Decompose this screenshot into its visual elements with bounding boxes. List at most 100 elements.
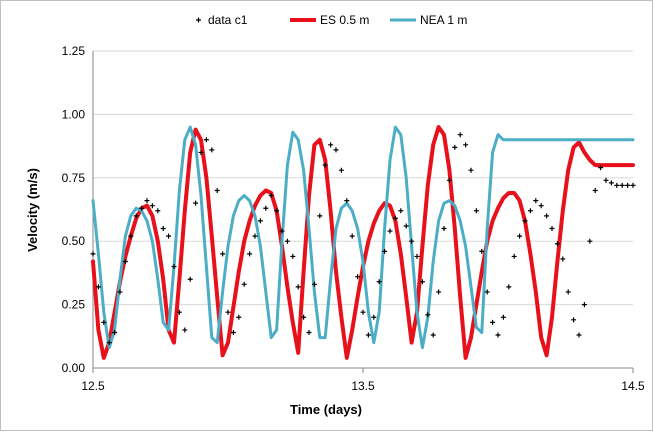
data-point-marker: [338, 167, 344, 173]
x-tick-label: 13.5: [351, 379, 375, 393]
data-point-marker: [392, 215, 398, 221]
x-axis-title: Time (days): [290, 402, 362, 417]
data-point-marker: [166, 233, 172, 239]
data-point-marker: [333, 147, 339, 153]
x-tick-label: 14.5: [621, 379, 645, 393]
data-point-marker: [511, 253, 517, 259]
data-point-marker: [473, 208, 479, 214]
data-point-marker: [479, 248, 485, 254]
data-point-marker: [409, 238, 415, 244]
data-point-marker: [581, 302, 587, 308]
data-point-marker: [554, 241, 560, 247]
data-point-marker: [414, 253, 420, 259]
legend-label-es-0-5-m: ES 0.5 m: [320, 13, 369, 27]
data-point-marker: [360, 309, 366, 315]
data-point-marker: [522, 218, 528, 224]
data-point-marker: [306, 329, 312, 335]
series-line-nea-1-m: [91, 125, 635, 350]
data-point-marker: [614, 182, 620, 188]
y-tick-label: 1.25: [62, 44, 86, 58]
data-point-marker: [328, 142, 334, 148]
data-point-marker: [533, 198, 539, 204]
data-point-marker: [263, 205, 269, 211]
legend-label-nea-1-m: NEA 1 m: [420, 13, 467, 27]
data-point-marker: [484, 289, 490, 295]
data-point-marker: [517, 233, 523, 239]
data-point-marker: [225, 309, 231, 315]
data-point-marker: [446, 177, 452, 183]
data-point-marker: [419, 279, 425, 285]
data-point-marker: [403, 223, 409, 229]
data-point-marker: [106, 340, 112, 346]
data-point-marker: [133, 213, 139, 219]
legend-marker-data-c1: [196, 17, 201, 23]
data-point-marker: [495, 332, 501, 338]
data-point-marker: [95, 284, 101, 290]
data-point-marker: [549, 226, 555, 232]
y-tick-label: 1.00: [62, 107, 86, 121]
data-point-marker: [193, 200, 199, 206]
data-point-marker: [371, 314, 377, 320]
data-point-marker: [236, 314, 242, 320]
data-point-marker: [322, 162, 328, 168]
data-point-marker: [598, 165, 604, 171]
data-point-marker: [90, 251, 96, 257]
data-point-marker: [538, 203, 544, 209]
data-point-marker: [295, 284, 301, 290]
data-point-marker: [241, 281, 247, 287]
data-point-marker: [139, 205, 145, 211]
data-point-marker: [209, 147, 215, 153]
data-point-marker: [500, 314, 506, 320]
series-markers-data-c1: [90, 132, 636, 346]
data-point-marker: [576, 332, 582, 338]
data-point-marker: [457, 132, 463, 138]
series-layer: [90, 125, 636, 360]
legend: data c1 ES 0.5 m NEA 1 m: [196, 13, 467, 27]
data-point-marker: [452, 144, 458, 150]
data-point-marker: [592, 187, 598, 193]
data-point-marker: [112, 329, 118, 335]
data-point-marker: [382, 248, 388, 254]
data-point-marker: [176, 309, 182, 315]
data-point-marker: [230, 329, 236, 335]
data-point-marker: [376, 279, 382, 285]
data-point-marker: [387, 228, 393, 234]
data-point-marker: [565, 289, 571, 295]
data-point-marker: [436, 289, 442, 295]
data-point-marker: [214, 187, 220, 193]
y-tick-label: 0.00: [62, 361, 86, 375]
data-point-marker: [490, 319, 496, 325]
axes: 0.00 0.25 0.50 0.75 1.00 1.25 12.5 13.5 14.5: [62, 44, 645, 393]
data-point-marker: [349, 233, 355, 239]
data-point-marker: [317, 213, 323, 219]
data-point-marker: [149, 203, 155, 209]
data-point-marker: [122, 258, 128, 264]
data-point-marker: [252, 233, 258, 239]
data-point-marker: [560, 256, 566, 262]
data-point-marker: [144, 198, 150, 204]
data-point-marker: [468, 167, 474, 173]
data-point-marker: [279, 228, 285, 234]
x-tick-label: 12.5: [81, 379, 105, 393]
data-point-marker: [257, 218, 263, 224]
data-point-marker: [630, 182, 636, 188]
data-point-marker: [355, 274, 361, 280]
data-point-marker: [544, 213, 550, 219]
data-point-marker: [171, 264, 177, 270]
data-point-marker: [463, 142, 469, 148]
data-point-marker: [155, 208, 161, 214]
data-point-marker: [301, 314, 307, 320]
y-tick-label: 0.75: [62, 171, 86, 185]
data-point-marker: [603, 177, 609, 183]
data-point-marker: [117, 289, 123, 295]
data-point-marker: [284, 238, 290, 244]
data-point-marker: [571, 317, 577, 323]
y-tick-label: 0.25: [62, 298, 86, 312]
y-tick-label: 0.50: [62, 234, 86, 248]
data-point-marker: [268, 193, 274, 199]
data-point-marker: [101, 319, 107, 325]
data-point-marker: [311, 281, 317, 287]
data-point-marker: [441, 226, 447, 232]
data-point-marker: [198, 149, 204, 155]
